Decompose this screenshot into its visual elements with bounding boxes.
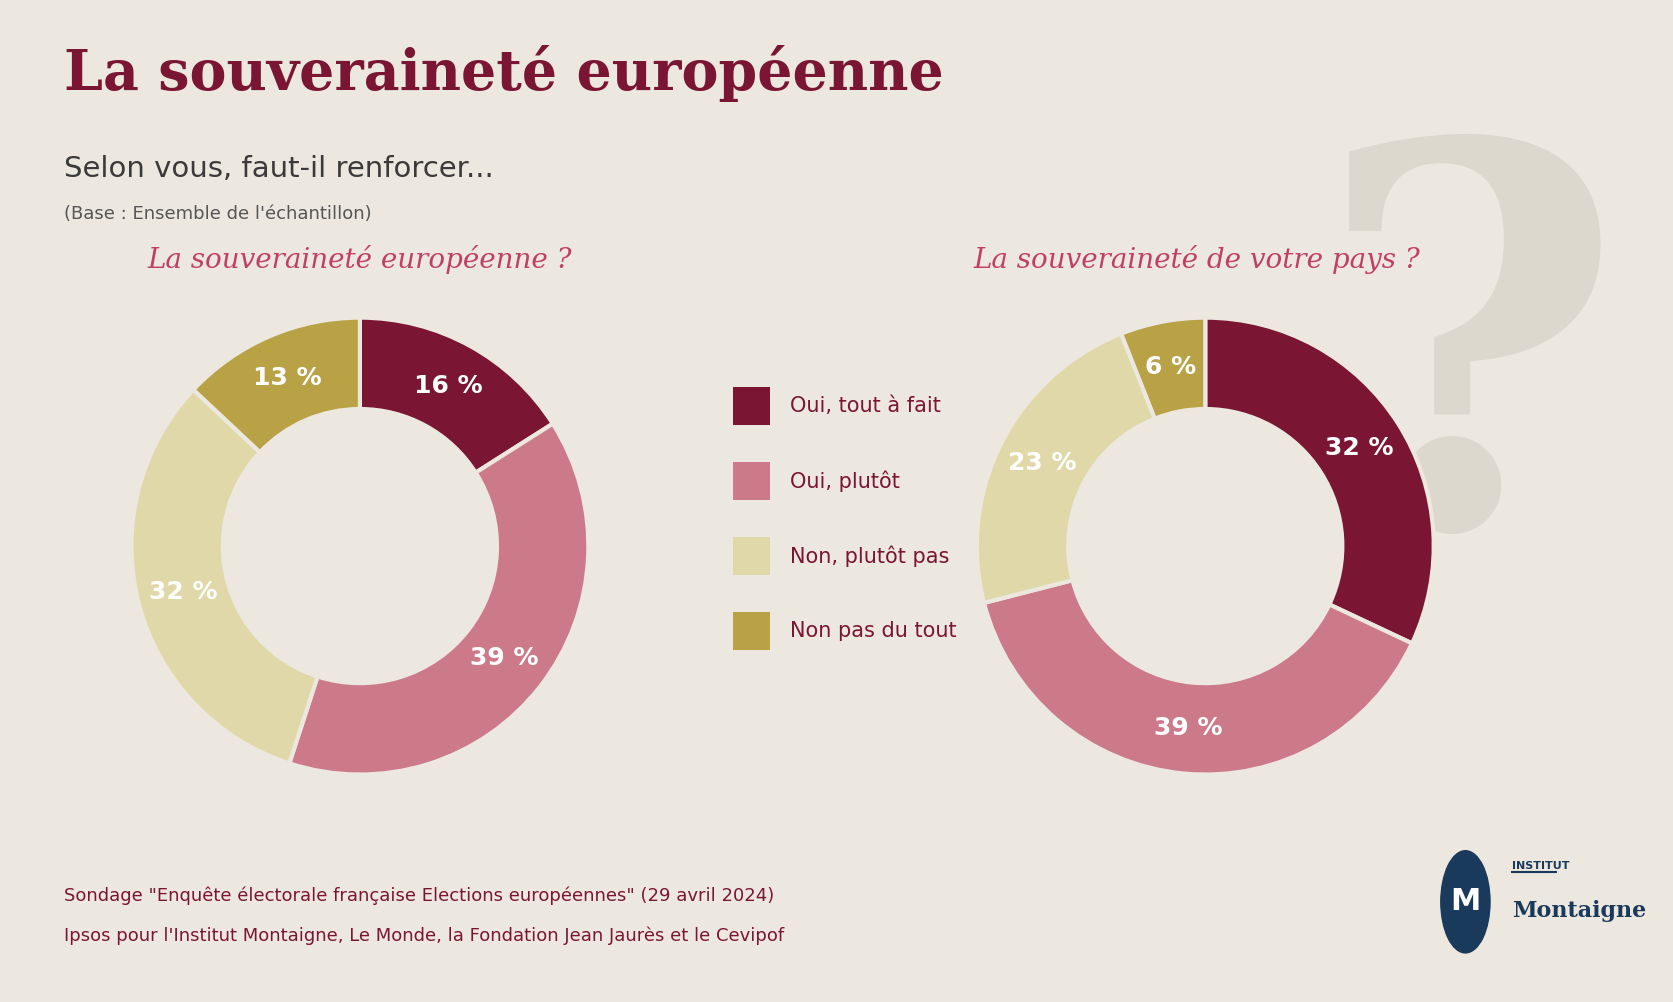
Text: 39 %: 39 % [1153,716,1221,740]
FancyBboxPatch shape [733,537,770,575]
Wedge shape [1121,318,1205,419]
Text: La souveraineté européenne: La souveraineté européenne [64,45,944,102]
Text: Oui, tout à fait: Oui, tout à fait [790,396,940,416]
FancyBboxPatch shape [733,462,770,500]
Wedge shape [977,334,1154,603]
Text: Sondage "Enquête électorale française Elections européennes" (29 avril 2024): Sondage "Enquête électorale française El… [64,887,773,905]
Text: Ipsos pour l'Institut Montaigne, Le Monde, la Fondation Jean Jaurès et le Cevipo: Ipsos pour l'Institut Montaigne, Le Mond… [64,927,783,945]
Text: 39 %: 39 % [470,646,539,670]
Text: 23 %: 23 % [1007,451,1076,475]
Text: ?: ? [1313,125,1623,636]
FancyBboxPatch shape [733,387,770,425]
Text: La souveraineté de votre pays ?: La souveraineté de votre pays ? [974,245,1419,275]
FancyBboxPatch shape [733,612,770,650]
Wedge shape [289,424,587,775]
Text: 13 %: 13 % [253,367,321,391]
Text: 32 %: 32 % [1325,436,1394,460]
Text: 32 %: 32 % [149,579,217,603]
Text: M: M [1449,888,1479,916]
Text: (Base : Ensemble de l'échantillon): (Base : Ensemble de l'échantillon) [64,205,371,223]
Wedge shape [1205,318,1432,643]
Text: INSTITUT: INSTITUT [1511,861,1569,871]
Text: Non, plutôt pas: Non, plutôt pas [790,545,949,567]
Wedge shape [984,580,1410,775]
Text: 16 %: 16 % [413,374,482,398]
Text: La souveraineté européenne ?: La souveraineté européenne ? [147,245,572,275]
Text: Selon vous, faut-il renforcer...: Selon vous, faut-il renforcer... [64,155,494,183]
Text: Oui, plutôt: Oui, plutôt [790,470,900,492]
Text: Montaigne: Montaigne [1511,901,1646,923]
Text: 6 %: 6 % [1144,355,1196,379]
Ellipse shape [1440,851,1489,953]
Wedge shape [194,318,360,452]
Wedge shape [360,318,552,473]
Wedge shape [132,390,318,764]
Text: Non pas du tout: Non pas du tout [790,621,957,641]
